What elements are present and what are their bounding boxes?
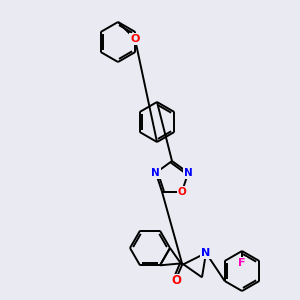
Text: N: N xyxy=(184,168,193,178)
Text: F: F xyxy=(238,258,246,268)
Text: N: N xyxy=(152,168,160,178)
Text: O: O xyxy=(171,274,181,287)
Text: N: N xyxy=(201,248,211,258)
Text: O: O xyxy=(178,187,186,197)
Text: O: O xyxy=(130,34,140,44)
